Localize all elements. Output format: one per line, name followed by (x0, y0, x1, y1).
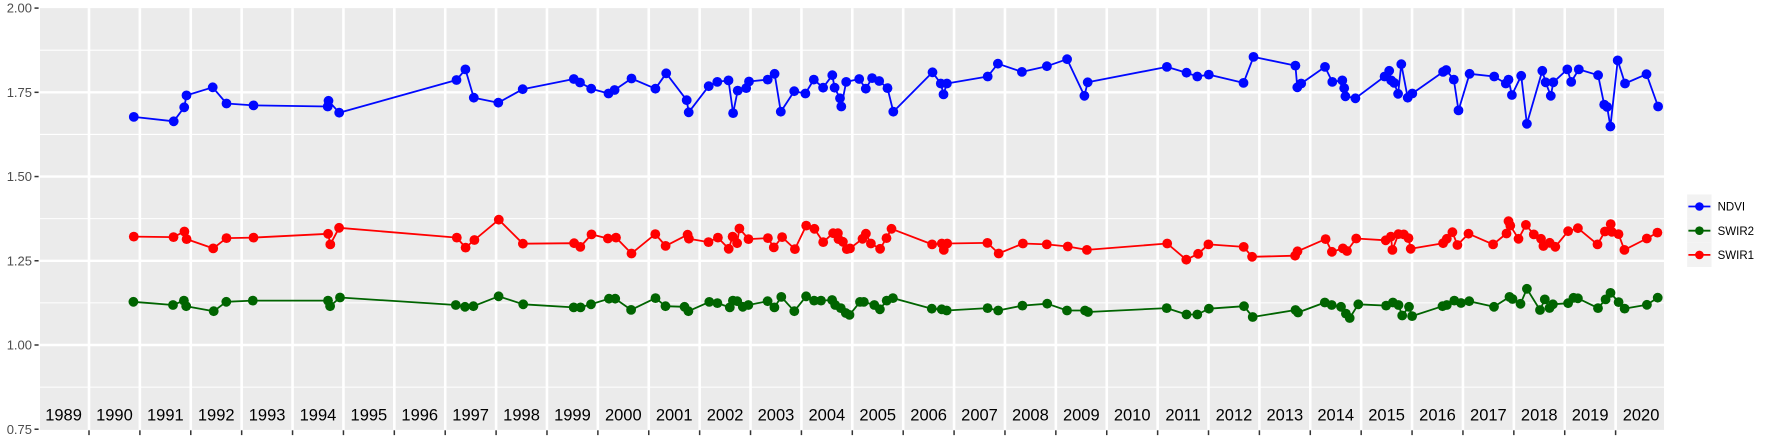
svg-text:1991: 1991 (147, 406, 184, 424)
svg-text:2014: 2014 (1317, 406, 1354, 424)
svg-text:2010: 2010 (1114, 406, 1151, 424)
svg-text:2011: 2011 (1165, 406, 1200, 424)
svg-text:2006: 2006 (910, 406, 947, 424)
svg-text:SWIR2: SWIR2 (1718, 226, 1754, 238)
svg-text:2012: 2012 (1216, 406, 1253, 424)
svg-text:2001: 2001 (656, 406, 693, 424)
svg-text:2019: 2019 (1572, 406, 1609, 424)
svg-text:2015: 2015 (1368, 406, 1405, 424)
svg-text:2005: 2005 (859, 406, 896, 424)
svg-text:1993: 1993 (249, 406, 286, 424)
svg-text:2008: 2008 (1012, 406, 1049, 424)
svg-text:2018: 2018 (1521, 406, 1558, 424)
svg-text:1989: 1989 (45, 406, 82, 424)
svg-text:SWIR1: SWIR1 (1718, 250, 1754, 262)
svg-text:2003: 2003 (758, 406, 795, 424)
svg-text:1.25: 1.25 (7, 253, 32, 268)
svg-text:2020: 2020 (1623, 406, 1660, 424)
svg-text:1996: 1996 (401, 406, 438, 424)
svg-text:2016: 2016 (1419, 406, 1456, 424)
svg-text:1994: 1994 (300, 406, 337, 424)
svg-text:2002: 2002 (707, 406, 744, 424)
svg-text:1997: 1997 (452, 406, 489, 424)
svg-text:1.50: 1.50 (7, 169, 32, 184)
svg-text:1.75: 1.75 (7, 85, 32, 100)
svg-text:1999: 1999 (554, 406, 591, 424)
svg-text:2007: 2007 (961, 406, 998, 424)
svg-text:1995: 1995 (351, 406, 388, 424)
svg-text:2004: 2004 (809, 406, 846, 424)
svg-text:1.00: 1.00 (7, 338, 32, 353)
svg-text:2.00: 2.00 (7, 1, 32, 16)
svg-text:1992: 1992 (198, 406, 235, 424)
svg-text:2013: 2013 (1266, 406, 1303, 424)
svg-text:2009: 2009 (1063, 406, 1100, 424)
svg-text:2000: 2000 (605, 406, 642, 424)
svg-text:1990: 1990 (96, 406, 133, 424)
svg-text:0.75: 0.75 (7, 422, 32, 437)
svg-text:NDVI: NDVI (1718, 202, 1745, 214)
svg-text:1998: 1998 (503, 406, 540, 424)
svg-text:2017: 2017 (1470, 406, 1507, 424)
